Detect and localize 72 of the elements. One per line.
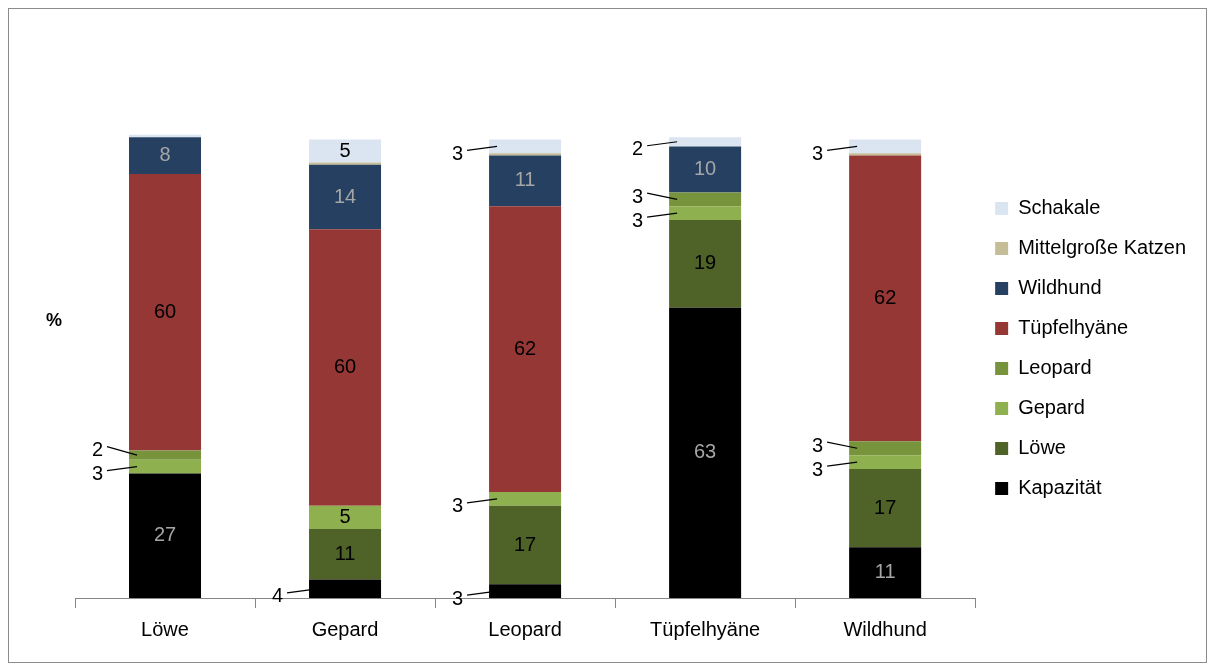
legend-label: Gepard <box>1018 396 1085 419</box>
bar <box>129 473 202 598</box>
data-label: 3 <box>631 208 644 231</box>
data-label: 63 <box>693 440 717 463</box>
y-axis-title: % <box>45 310 63 331</box>
bar <box>129 450 202 460</box>
legend-label: Schakale <box>1018 196 1101 219</box>
data-label: 14 <box>333 184 357 207</box>
bar <box>669 192 742 207</box>
data-label: 62 <box>874 285 897 308</box>
data-label: 5 <box>339 138 351 161</box>
data-label: 17 <box>513 532 537 555</box>
bar <box>849 441 922 456</box>
bar <box>489 153 562 156</box>
legend-label: Löwe <box>1018 436 1066 459</box>
data-label: 2 <box>91 438 104 461</box>
data-label: 60 <box>153 299 177 322</box>
bar <box>489 155 562 207</box>
bar <box>309 505 382 529</box>
bar <box>489 492 562 506</box>
x-tick-label: Löwe <box>141 617 189 640</box>
data-label: 27 <box>153 523 177 546</box>
data-label: 3 <box>91 462 104 485</box>
bar <box>129 459 202 474</box>
x-tick-label: Leopard <box>488 617 562 640</box>
bar <box>669 146 742 193</box>
bar <box>669 307 742 598</box>
data-label: 11 <box>334 541 356 564</box>
bar <box>849 139 922 154</box>
bar <box>489 505 562 585</box>
bar <box>489 206 562 493</box>
bar <box>129 174 202 451</box>
bar <box>309 528 382 580</box>
bar <box>849 468 922 548</box>
data-label: 3 <box>812 457 824 480</box>
bar <box>309 229 382 506</box>
bar <box>309 139 382 163</box>
legend-label: Tüpfelhyäne <box>1018 316 1129 339</box>
data-label: 10 <box>693 156 717 179</box>
x-tick-label: Wildhund <box>843 617 927 640</box>
bar <box>849 547 922 598</box>
bar <box>129 137 202 175</box>
bar <box>849 155 922 442</box>
data-label: 3 <box>451 141 464 164</box>
data-label: 3 <box>631 184 644 207</box>
data-label: 3 <box>451 586 464 609</box>
data-label: 3 <box>451 494 464 517</box>
data-label: 3 <box>812 433 824 456</box>
bar <box>489 139 562 154</box>
data-label: 8 <box>159 143 171 166</box>
legend-label: Mittelgroße Katzen <box>1018 236 1187 259</box>
data-label: 17 <box>874 495 897 518</box>
bar <box>849 455 922 469</box>
data-label: 11 <box>874 560 896 583</box>
x-tick-label: Gepard <box>311 617 379 640</box>
data-label: 3 <box>812 141 824 164</box>
data-label: 4 <box>271 584 284 607</box>
bar <box>309 164 382 230</box>
bar <box>669 206 742 221</box>
data-label: 2 <box>631 137 644 160</box>
data-label: 19 <box>693 251 717 274</box>
data-label: 62 <box>513 336 537 359</box>
legend-label: Leopard <box>1018 356 1092 379</box>
data-label: 5 <box>339 504 351 527</box>
x-tick-label: Tüpfelhyäne <box>650 617 761 640</box>
bar <box>669 137 742 147</box>
bar <box>669 220 742 308</box>
data-label: 60 <box>333 355 357 378</box>
bar <box>849 153 922 156</box>
data-label: 11 <box>514 168 536 191</box>
legend-label: Kapazität <box>1018 476 1102 499</box>
legend-label: Wildhund <box>1018 276 1102 299</box>
